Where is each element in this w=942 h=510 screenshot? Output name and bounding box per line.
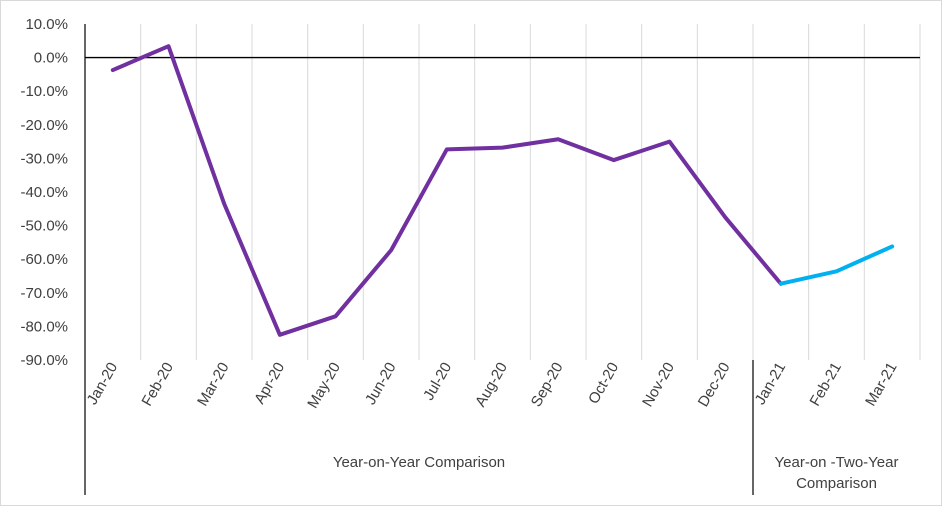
y-tick-label: -80.0% [20,318,68,335]
x-axis-ticks: Jan-20 Feb-20 Mar-20 Apr-20 May-20 Jun-20 Jul-… [84,360,901,412]
x-tick-label: Jun-20 [362,360,400,408]
y-tick-label: -40.0% [20,184,68,201]
group-label: Year-on-Year Comparison [333,454,505,471]
y-tick-label: -70.0% [20,285,68,302]
y-tick-label: -90.0% [20,352,68,369]
x-tick-label: Nov-20 [639,360,678,410]
y-tick-label: -60.0% [20,251,68,268]
y-tick-label: -20.0% [20,117,68,134]
axes [84,24,920,360]
x-tick-label: Jan-21 [752,360,790,408]
gridlines [140,24,921,360]
x-tick-label: Sep-20 [528,360,567,410]
x-tick-label: Aug-20 [472,360,511,410]
x-tick-label: Dec-20 [695,360,734,410]
x-tick-label: Apr-20 [251,360,288,407]
x-tick-label: Mar-21 [862,360,900,410]
x-tick-label: Mar-20 [194,360,232,410]
category-groups: Year-on-Year Comparison Year-on -Two-Year… [84,360,899,495]
x-tick-label: Oct-20 [585,360,622,407]
x-tick-label: Jul-20 [420,360,455,404]
group-label: Year-on -Two-Year Comparison [775,454,899,492]
y-tick-label: -30.0% [20,150,68,167]
y-tick-label: -10.0% [20,83,68,100]
series-line-2 [778,244,895,286]
group-label-line: Year-on -Two-Year [775,454,899,471]
x-tick-label: May-20 [304,360,344,412]
group-label-line: Comparison [796,475,877,492]
y-tick-label: 10.0% [25,16,68,33]
x-tick-label: Jan-20 [84,360,122,408]
y-tick-label: 0.0% [34,50,68,67]
y-axis-ticks: 10.0% 0.0% -10.0% -20.0% -30.0% -40.0% -50.0% -… [20,16,68,369]
x-tick-label: Feb-21 [806,360,844,410]
series-lines [110,44,895,337]
x-tick-label: Feb-20 [138,360,176,410]
y-tick-label: -50.0% [20,218,68,235]
group-label-line: Year-on-Year Comparison [333,454,505,471]
series-line-1 [110,44,783,337]
